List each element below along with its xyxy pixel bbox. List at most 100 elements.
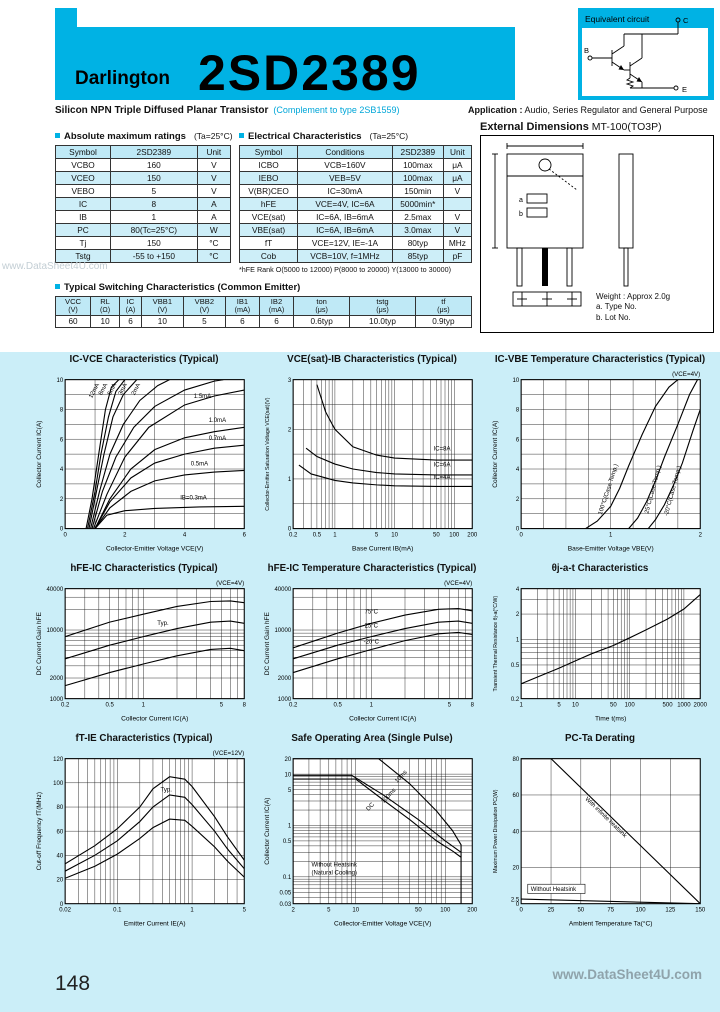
table-cell: 1	[110, 210, 198, 224]
chart-ic-vce-plot: 0 2 4 6 0 2 4 6 8 10 Collector-Emitter Voltage VCE…	[34, 367, 254, 554]
svg-text:2: 2	[288, 427, 292, 433]
svg-text:5: 5	[448, 702, 452, 708]
svg-text:2: 2	[291, 907, 295, 913]
svg-text:8: 8	[243, 702, 247, 708]
svg-text:1.5mA: 1.5mA	[194, 394, 211, 400]
svg-text:10: 10	[57, 378, 64, 384]
table-cell: 0.9typ	[414, 315, 473, 329]
column-header: tstg (μs)	[349, 295, 416, 317]
table-row: 60 10 6 10 5 6 6 0.6typ 10.0typ 0.9typ	[54, 315, 473, 329]
table-cell: V	[196, 184, 232, 198]
section-title: Absolute maximum ratings (Ta=25°C)	[55, 131, 233, 142]
svg-text:0.5: 0.5	[333, 702, 342, 708]
table-cell: 6	[119, 315, 142, 329]
table-cell: 8	[110, 197, 198, 211]
svg-text:-20°C: -20°C	[364, 639, 380, 645]
svg-text:10: 10	[285, 772, 292, 778]
chart-pc-ta-plot: 0 25 50 75 100 125 150 0 2.5 20 40 60 80 Ambient Temp…	[490, 746, 710, 929]
external-dimensions-label: External Dimensions	[480, 121, 589, 133]
svg-text:40000: 40000	[274, 587, 291, 593]
chart-hfe-ic-temp-plot: 0.2 0.5 1 5 8 1000 2000 10000 40000 Collector Cur…	[262, 576, 482, 724]
equivalent-circuit-box: Equivalent circuit B C E	[578, 8, 714, 100]
column-header: RL (Ω)	[90, 295, 121, 317]
chart-vce-sat-ib-plot: 0.2 0.5 1 5 10 50 100 200 0 1 2 3 Base Current IB(mA…	[262, 367, 482, 554]
svg-text:6: 6	[60, 437, 64, 443]
svg-text:1000: 1000	[677, 702, 691, 708]
svg-text:40: 40	[57, 853, 64, 859]
svg-text:(VCE=4V): (VCE=4V)	[444, 580, 472, 587]
svg-text:Transient Thermal Resistance θ: Transient Thermal Resistance θj-a(°C/W)	[493, 595, 499, 691]
svg-text:150: 150	[695, 907, 706, 913]
table-cell: VBE(sat)	[238, 223, 299, 237]
package-notes: Weight : Approx 2.0g a. Type No. b. Lot …	[596, 292, 708, 324]
chart-ft-ie: fT-IE Characteristics (Typical) 0.02 0.1 1…	[34, 733, 254, 929]
svg-text:4: 4	[60, 467, 64, 473]
svg-text:6: 6	[516, 437, 520, 443]
svg-text:Emitter Current IE(A): Emitter Current IE(A)	[124, 920, 186, 927]
section-bullet-icon	[55, 284, 60, 289]
chart-soa: Safe Operating Area (Single Pulse) 2 5 10 5…	[262, 733, 482, 929]
section-absolute-maximum-ratings: Absolute maximum ratings (Ta=25°C) Symbol…	[54, 131, 233, 263]
svg-text:5: 5	[375, 532, 379, 538]
svg-text:0: 0	[60, 527, 64, 533]
table-cell: IC=6A, IB=6mA	[297, 210, 393, 224]
watermark: www.DataSheet4U.com	[552, 967, 702, 982]
table-row: VCE(sat) IC=6A, IB=6mA 2.5max V	[238, 210, 473, 224]
table-cell: 60	[54, 315, 92, 329]
svg-text:1.0mA: 1.0mA	[209, 418, 226, 424]
svg-text:(VCE=12V): (VCE=12V)	[213, 750, 245, 757]
chart-title: fT-IE Characteristics (Typical)	[75, 732, 213, 744]
equivalent-circuit-diagram: Equivalent circuit B C E	[582, 14, 708, 96]
package-name: MT-100(TO3P)	[591, 121, 662, 133]
application-line: Application : Audio, Series Regulator an…	[468, 105, 716, 115]
column-header: Symbol	[54, 145, 112, 159]
device-description: Silicon NPN Triple Diffused Planar Trans…	[55, 105, 269, 116]
switching-table: VCC (V) RL (Ω) IC (A) VBB1 (V) VBB2 (V) IB1 (mA) IB2…	[54, 295, 473, 329]
table-cell: °C	[196, 249, 232, 263]
switching-title: Typical Switching Characteristics (Commo…	[64, 282, 301, 293]
svg-text:Collector Current IC(A): Collector Current IC(A)	[264, 797, 271, 864]
abs-max-title: Absolute maximum ratings	[64, 131, 186, 142]
table-cell: VCBO	[54, 158, 112, 172]
svg-text:(Natural Cooling): (Natural Cooling)	[311, 871, 356, 877]
svg-text:40000: 40000	[46, 587, 63, 593]
external-dimensions-box: a b Weight : Approx 2.0g a. Type No. b. …	[480, 135, 714, 333]
svg-text:2000: 2000	[50, 676, 64, 682]
title-block: Darlington 2SD2389	[55, 27, 515, 100]
column-header: Unit	[196, 145, 232, 159]
svg-text:2: 2	[516, 497, 520, 503]
svg-text:2: 2	[699, 532, 703, 538]
svg-text:75°C: 75°C	[365, 609, 379, 615]
svg-text:50: 50	[433, 532, 440, 538]
table-cell: VCB=10V, f=1MHz	[297, 249, 393, 263]
svg-text:25: 25	[548, 907, 555, 913]
terminal-b-label: B	[584, 46, 589, 55]
svg-text:100: 100	[636, 907, 647, 913]
svg-text:1: 1	[333, 532, 337, 538]
elec-condition: (Ta=25°C)	[369, 131, 409, 141]
section-switching-characteristics: Typical Switching Characteristics (Commo…	[54, 282, 473, 329]
table-cell: 10	[90, 315, 121, 329]
svg-text:1: 1	[142, 702, 146, 708]
column-header: VBB1 (V)	[140, 295, 184, 317]
table-cell: V(BR)CEO	[238, 184, 299, 198]
column-header: Conditions	[297, 145, 393, 159]
svg-text:0.2: 0.2	[289, 532, 298, 538]
svg-text:0.02: 0.02	[59, 907, 71, 913]
chart-vce-sat-ib: VCE(sat)-IB Characteristics (Typical) 0.…	[262, 354, 482, 554]
svg-text:60: 60	[513, 793, 520, 799]
chart-ic-vce: IC-VCE Characteristics (Typical) 0 2 4 6 0 2 4…	[34, 354, 254, 554]
chart-hfe-ic-temp: hFE-IC Temperature Characteristics (Typi…	[262, 563, 482, 724]
table-header-row: VCC (V) RL (Ω) IC (A) VBB1 (V) VBB2 (V) IB1 (mA) IB2…	[54, 295, 473, 317]
table-cell: fT	[238, 236, 299, 250]
svg-text:Collector Current IC(A): Collector Current IC(A)	[349, 715, 416, 722]
svg-text:(VCE=4V): (VCE=4V)	[672, 371, 700, 378]
svg-text:0: 0	[516, 902, 520, 908]
svg-text:1: 1	[288, 823, 292, 829]
chart-title: IC-VBE Temperature Characteristics (Typi…	[494, 354, 706, 365]
column-header: ton (μs)	[293, 295, 351, 317]
section-title: Electrical Characteristics (Ta=25°C)	[239, 131, 472, 142]
svg-text:10: 10	[513, 378, 520, 384]
table-cell: V	[196, 171, 232, 185]
